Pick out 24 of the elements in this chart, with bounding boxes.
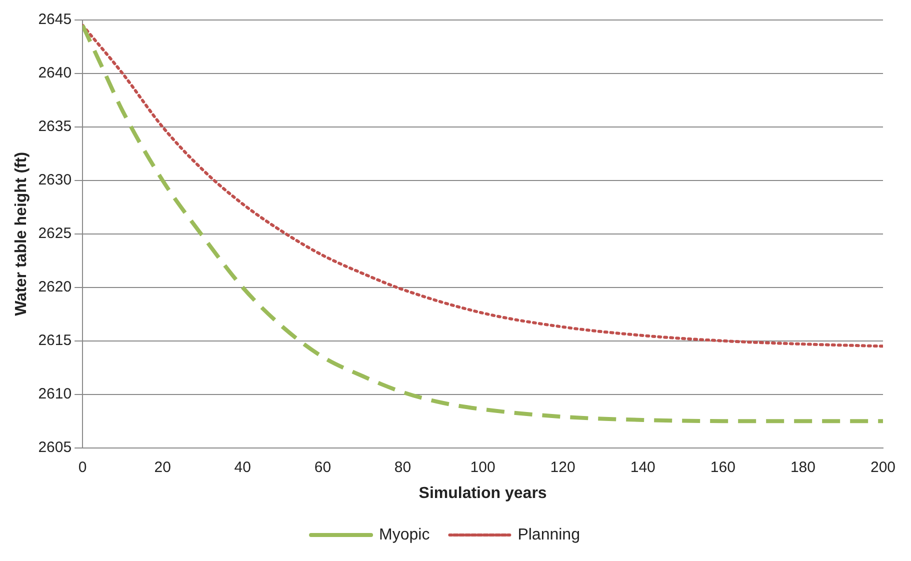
y-axis-title: Water table height (ft) xyxy=(13,152,30,316)
x-tick-label: 20 xyxy=(154,458,171,476)
x-tick-label: 120 xyxy=(550,458,576,476)
legend-label: Myopic xyxy=(379,526,430,544)
x-tick-label: 80 xyxy=(394,458,412,476)
x-tick-label: 0 xyxy=(78,458,87,476)
y-tick-label: 2630 xyxy=(38,172,72,189)
x-tick-label: 200 xyxy=(870,458,896,476)
x-tick-label: 60 xyxy=(314,458,332,476)
y-tick-label: 2615 xyxy=(38,332,72,349)
legend-label: Planning xyxy=(518,526,580,544)
x-tick-label: 40 xyxy=(234,458,251,476)
x-tick-label: 180 xyxy=(790,458,816,476)
y-tick-label: 2625 xyxy=(38,225,72,242)
x-tick-label: 100 xyxy=(470,458,496,476)
x-axis-title: Simulation years xyxy=(418,484,547,502)
y-tick-label: 2605 xyxy=(38,438,72,456)
x-tick-label: 160 xyxy=(710,458,736,476)
y-tick-label: 2635 xyxy=(38,118,72,136)
y-tick-label: 2640 xyxy=(38,64,72,82)
y-tick-label: 2645 xyxy=(38,11,72,28)
y-tick-label: 2620 xyxy=(38,278,72,296)
y-tick-label: 2610 xyxy=(38,385,72,402)
x-tick-label: 140 xyxy=(630,458,656,476)
